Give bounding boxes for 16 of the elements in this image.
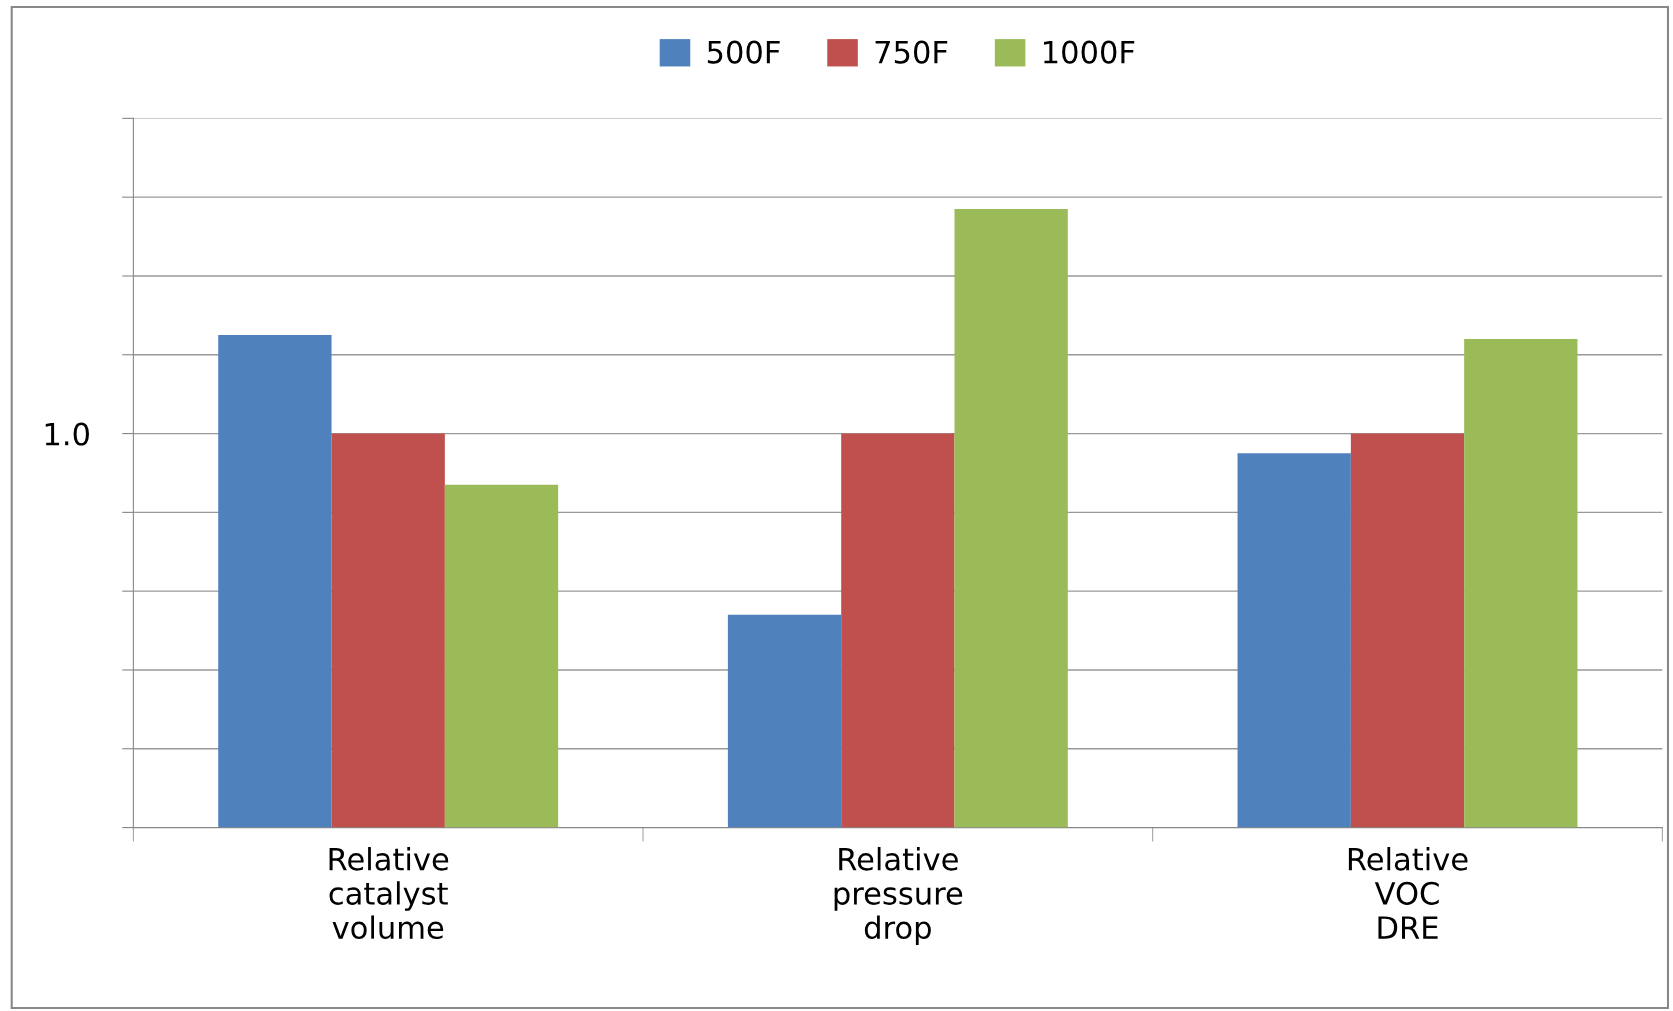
bar [1464, 339, 1578, 828]
legend-label: 750F [875, 40, 948, 64]
legend-label: 500F [707, 40, 780, 64]
bar [954, 209, 1068, 828]
bar [331, 433, 445, 828]
x-tick-label: Relative VOC DRE [1348, 847, 1468, 939]
legend-label: 1000F [1044, 40, 1135, 64]
x-tick-label: Relative catalyst volume [329, 847, 449, 940]
x-tick-label: Relative pressure drop [834, 847, 963, 946]
bar [1350, 433, 1465, 828]
bar [444, 484, 559, 828]
bar [1237, 453, 1351, 828]
bar [727, 614, 842, 828]
y-tick-label: 1.0 [45, 422, 89, 446]
bar [841, 433, 955, 828]
bar [218, 335, 332, 828]
